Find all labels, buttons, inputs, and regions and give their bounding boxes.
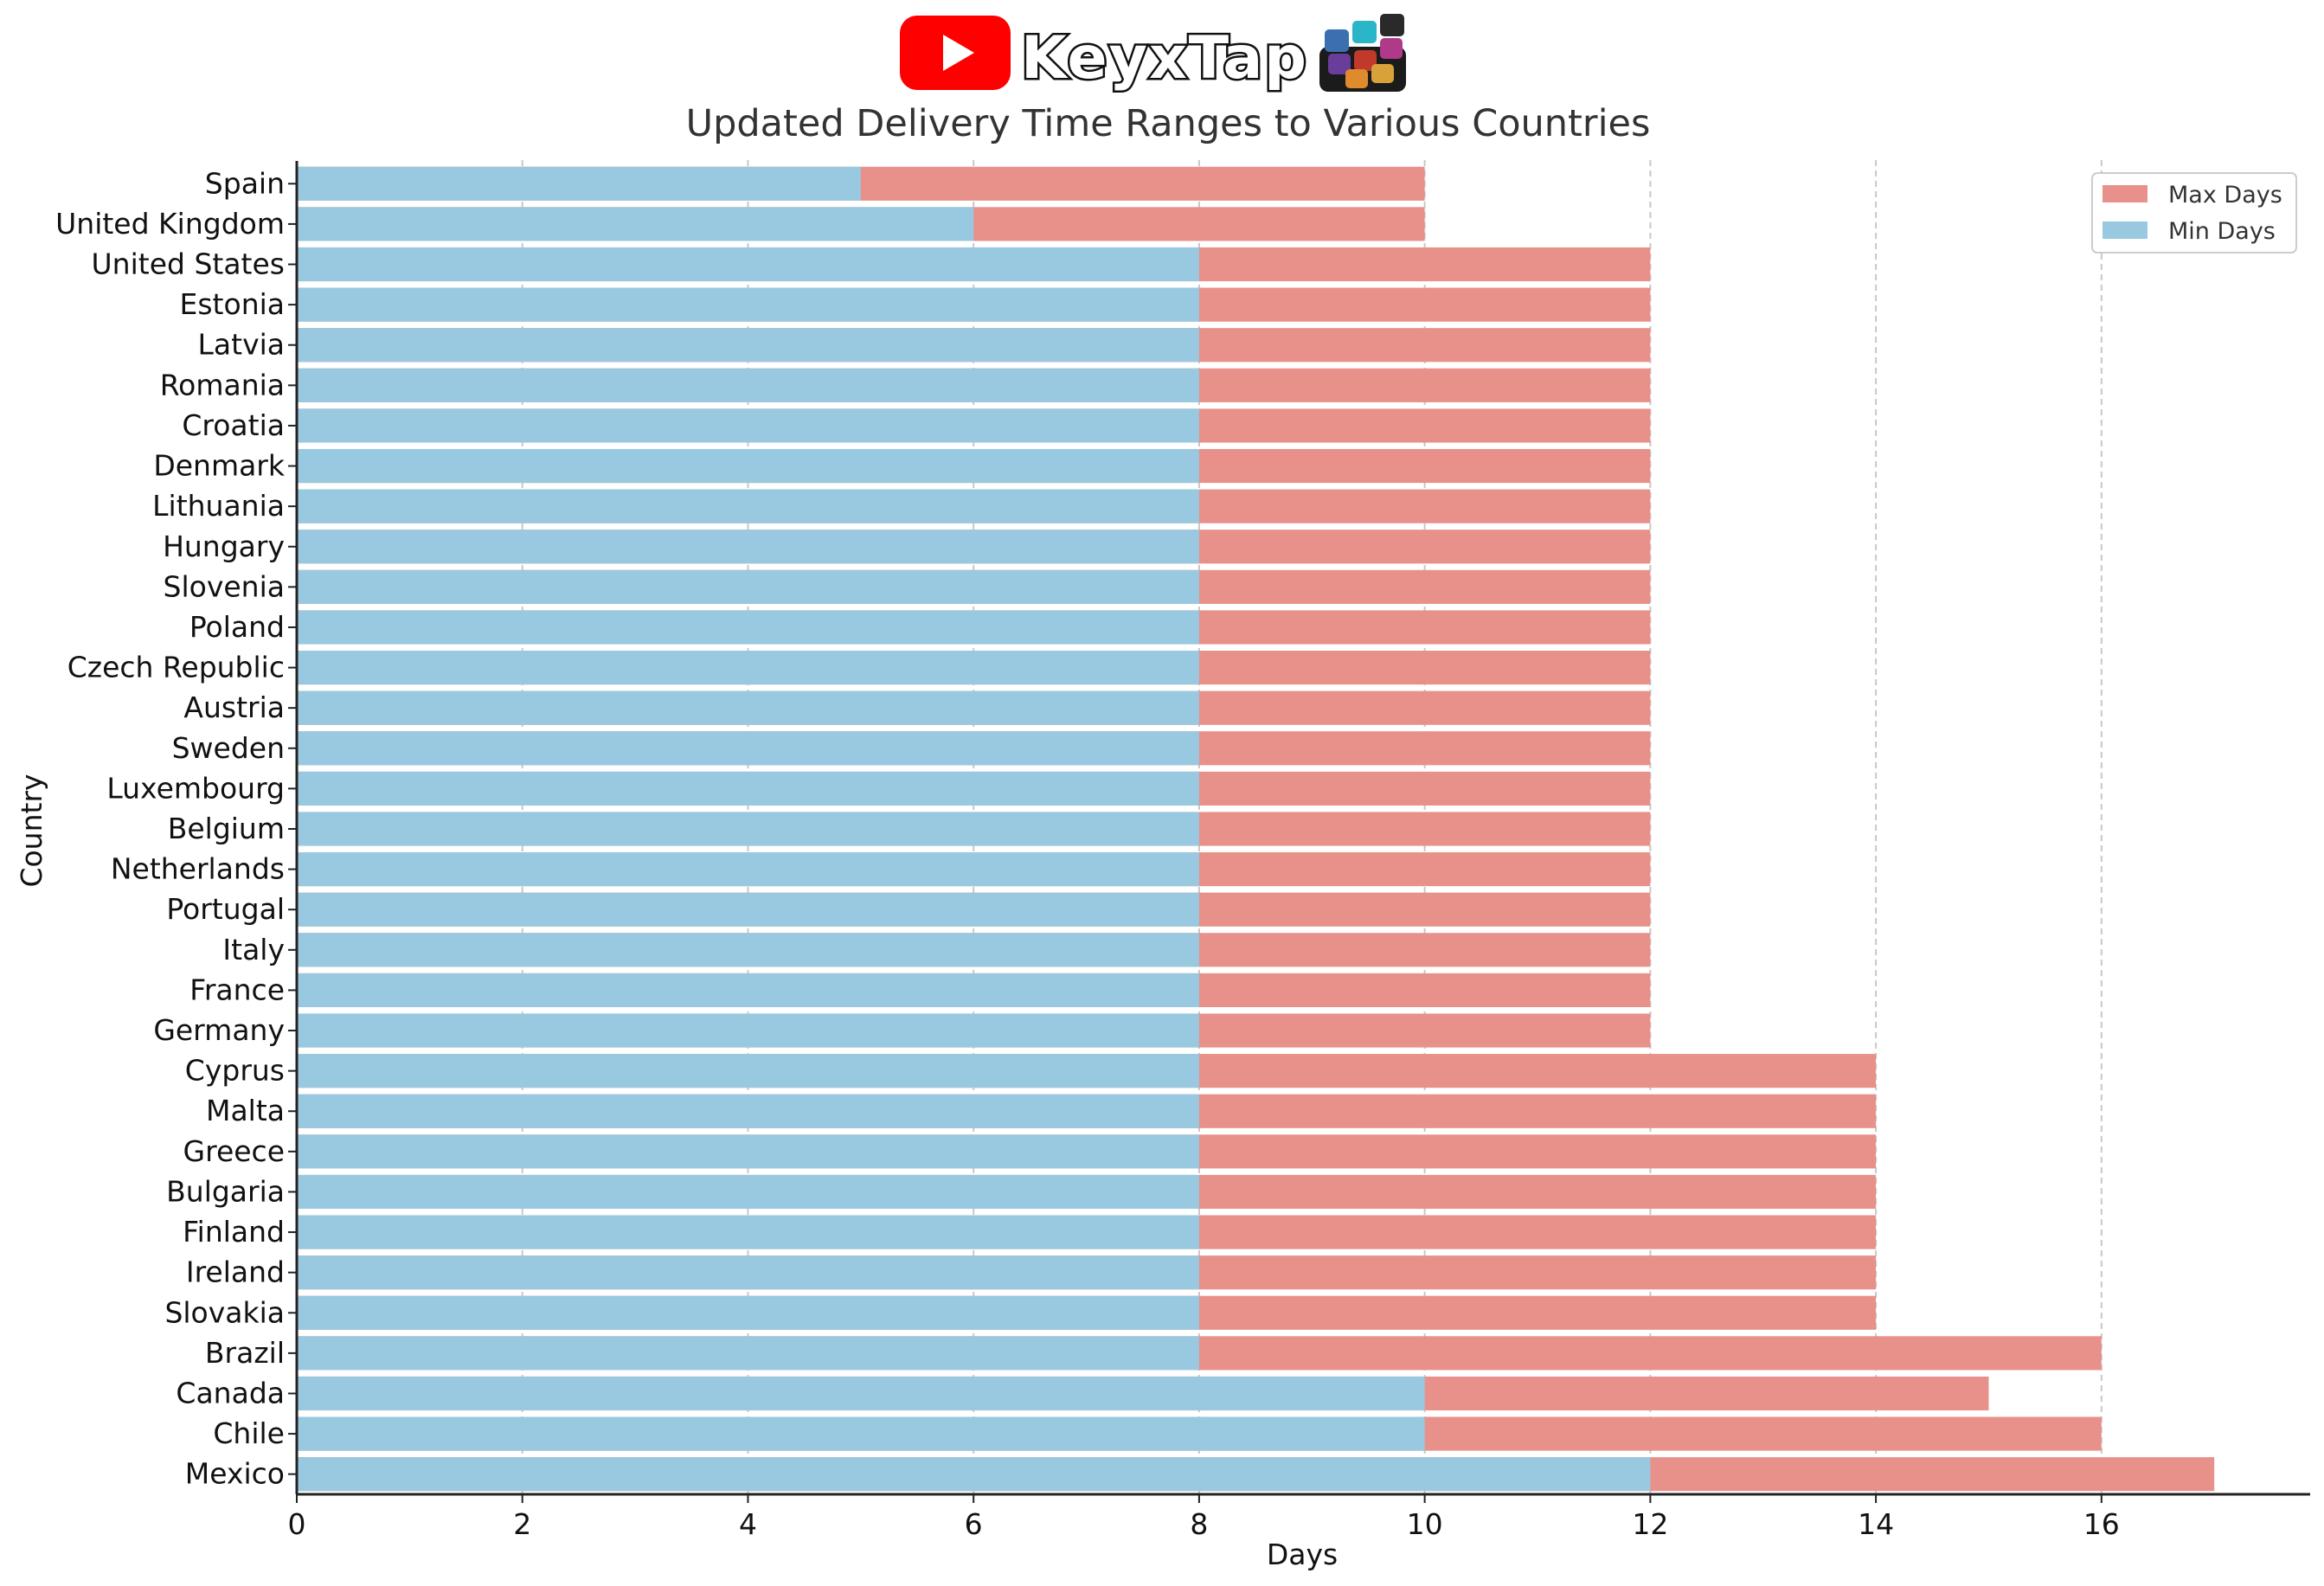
min-days-bar-ireland — [297, 1255, 1199, 1290]
min-days-bar-chile — [297, 1416, 1425, 1451]
min-days-bar-greece — [297, 1134, 1199, 1169]
min-days-bar-slovenia — [297, 569, 1199, 604]
y-tick-label: Netherlands — [111, 852, 285, 886]
min-days-bar-finland — [297, 1215, 1199, 1249]
y-tick-label: Malta — [206, 1094, 285, 1127]
y-tick-label: Poland — [189, 610, 285, 644]
y-tick-label: Bulgaria — [166, 1174, 285, 1208]
y-tick-label: Denmark — [153, 449, 286, 483]
min-days-bar-malta — [297, 1094, 1199, 1128]
youtube-play-icon — [900, 16, 1011, 90]
y-tick-label: Finland — [183, 1215, 285, 1249]
min-days-bar-france — [297, 973, 1199, 1007]
min-days-bar-canada — [297, 1376, 1425, 1411]
legend-swatch-min — [2103, 222, 2147, 239]
x-tick-label: 2 — [513, 1507, 531, 1541]
y-tick-label: Chile — [213, 1416, 285, 1450]
min-days-bar-germany — [297, 1013, 1199, 1048]
min-days-bar-poland — [297, 610, 1199, 645]
y-tick-label: Germany — [153, 1013, 285, 1047]
min-days-bar-lithuania — [297, 489, 1199, 523]
min-days-bar-mexico — [297, 1457, 1651, 1492]
x-tick-label: 14 — [1858, 1507, 1894, 1541]
logo: KeyxTap — [900, 14, 1406, 95]
y-tick-label: Slovenia — [164, 569, 285, 603]
min-days-bar-romania — [297, 368, 1199, 402]
min-days-bar-spain — [297, 166, 861, 201]
chart-title: Updated Delivery Time Ranges to Various … — [686, 102, 1651, 145]
min-days-bar-hungary — [297, 530, 1199, 564]
y-axis-label: Country — [15, 774, 48, 887]
keyboard-keycaps-icon — [1319, 14, 1406, 92]
min-days-bar-belgium — [297, 812, 1199, 846]
min-days-bar-denmark — [297, 448, 1199, 484]
y-tick-label: Portugal — [166, 892, 285, 926]
y-tick-label: Brazil — [205, 1336, 285, 1370]
y-tick-label: Sweden — [172, 731, 285, 765]
y-tick-label: France — [189, 973, 285, 1006]
min-days-bar-latvia — [297, 328, 1199, 363]
legend-label-min: Min Days — [2168, 218, 2276, 245]
min-days-bar-austria — [297, 690, 1199, 725]
x-tick-label: 10 — [1407, 1507, 1443, 1541]
min-days-bar-cyprus — [297, 1054, 1199, 1088]
y-tick-label: Italy — [222, 933, 285, 966]
y-tick-label: Luxembourg — [106, 771, 285, 805]
x-tick-label: 12 — [1632, 1507, 1668, 1541]
y-tick-label: Czech Republic — [67, 651, 285, 684]
min-days-bar-sweden — [297, 731, 1199, 766]
min-days-bar-italy — [297, 933, 1199, 967]
y-tick-label: Ireland — [186, 1255, 285, 1289]
y-tick-label: Greece — [183, 1134, 285, 1168]
y-tick-label: Latvia — [198, 328, 285, 362]
x-tick-label: 4 — [739, 1507, 757, 1541]
legend-swatch-max — [2103, 185, 2147, 202]
y-tick-label: Romania — [160, 368, 285, 401]
y-tick-label: Austria — [183, 690, 285, 724]
min-days-bar-luxembourg — [297, 771, 1199, 806]
min-days-bar-czech-republic — [297, 651, 1199, 685]
y-tick-label: Cyprus — [185, 1054, 285, 1088]
min-days-bar-netherlands — [297, 852, 1199, 887]
y-tick-labels: Spain United Kingdom United States Estonia L… — [55, 166, 297, 1491]
y-tick-label: Slovakia — [164, 1295, 285, 1329]
x-tick-label: 6 — [965, 1507, 983, 1541]
y-tick-label: United Kingdom — [55, 207, 285, 241]
brand-name: KeyxTap — [1021, 24, 1308, 93]
y-tick-label: Mexico — [185, 1457, 285, 1491]
min-days-bar-estonia — [297, 287, 1199, 322]
x-tick-labels: 0 2 4 6 8 10 12 14 16 — [288, 1494, 2120, 1541]
y-tick-label: Lithuania — [152, 489, 285, 523]
min-days-bar-bulgaria — [297, 1174, 1199, 1210]
x-tick-label: 8 — [1190, 1507, 1208, 1541]
y-tick-label: Spain — [205, 166, 285, 200]
y-tick-label: Croatia — [182, 408, 285, 442]
min-days-bar-brazil — [297, 1336, 1199, 1371]
min-days-bar-portugal — [297, 892, 1199, 927]
y-tick-label: Estonia — [180, 287, 285, 321]
legend: Max Days Min Days — [2091, 172, 2297, 254]
y-tick-label: United States — [92, 247, 285, 281]
legend-label-max: Max Days — [2168, 182, 2282, 209]
min-days-bar-slovakia — [297, 1295, 1199, 1330]
x-tick-label: 16 — [2083, 1507, 2120, 1541]
min-days-bar-croatia — [297, 408, 1199, 443]
min-days-bar-united-kingdom — [297, 207, 974, 241]
y-tick-label: Belgium — [168, 812, 285, 845]
bars — [297, 166, 2215, 1492]
x-axis-label: Days — [1267, 1538, 1338, 1571]
min-days-bar-united-states — [297, 247, 1199, 282]
y-tick-label: Hungary — [163, 530, 285, 563]
x-tick-label: 0 — [288, 1507, 306, 1541]
y-tick-label: Canada — [176, 1376, 285, 1409]
